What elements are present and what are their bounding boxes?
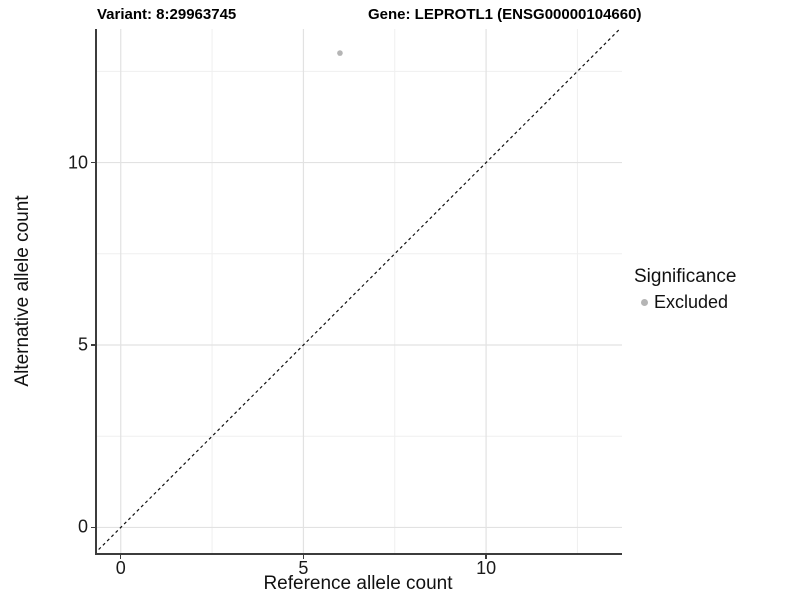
y-tick-label: 10 bbox=[67, 152, 88, 173]
y-tick-mark bbox=[91, 344, 97, 346]
gene-title: Gene: LEPROTL1 (ENSG00000104660) bbox=[368, 6, 642, 23]
x-tick-mark bbox=[302, 553, 305, 559]
variant-title: Variant: 8:29963745 bbox=[97, 6, 237, 23]
legend-key-dot-icon bbox=[641, 299, 648, 306]
x-tick-label: 0 bbox=[115, 558, 126, 578]
y-tick-mark bbox=[91, 161, 97, 164]
x-tick-label: 10 bbox=[476, 558, 497, 578]
y-tick-label: 0 bbox=[77, 516, 88, 537]
y-tick-mark bbox=[91, 526, 97, 529]
legend: Significance Excluded bbox=[634, 266, 736, 313]
legend-item-excluded: Excluded bbox=[634, 292, 736, 313]
legend-item-label: Excluded bbox=[654, 292, 729, 312]
y-axis-label: Alternative allele count bbox=[12, 195, 33, 387]
legend-title: Significance bbox=[634, 266, 737, 287]
x-tick-mark bbox=[485, 553, 487, 559]
plot-area-svg bbox=[97, 29, 622, 553]
x-tick-label: 5 bbox=[298, 558, 309, 578]
x-tick-mark bbox=[119, 553, 122, 559]
plot-panel bbox=[95, 29, 622, 555]
y-tick-label: 5 bbox=[77, 334, 88, 355]
x-axis-label: Reference allele count bbox=[263, 573, 453, 594]
data-point bbox=[337, 50, 343, 56]
identity-line bbox=[97, 29, 621, 553]
